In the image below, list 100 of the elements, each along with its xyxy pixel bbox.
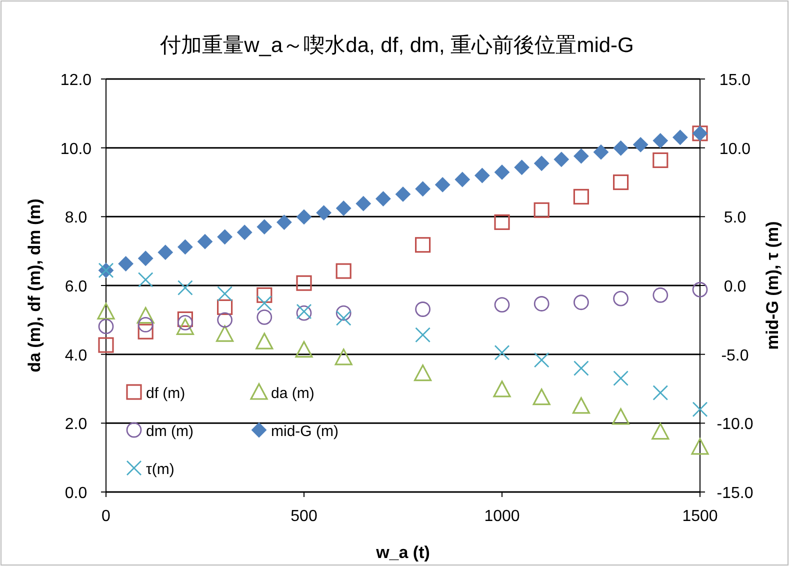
point	[594, 144, 608, 160]
point	[415, 302, 430, 317]
point	[296, 275, 312, 291]
y2-tick-label: 15.0	[719, 72, 751, 89]
point	[534, 202, 550, 218]
y2-tick-label: 0.0	[724, 278, 746, 296]
y2-tick-label: 5.0	[724, 210, 746, 227]
point	[494, 344, 510, 360]
point	[612, 408, 630, 425]
point	[572, 397, 590, 414]
y2-tick-label: -15.0	[716, 485, 754, 502]
point	[138, 317, 154, 332]
point	[652, 385, 668, 400]
legend-label: da (m)	[271, 385, 314, 402]
point	[494, 214, 510, 230]
point	[176, 318, 194, 335]
point	[494, 164, 510, 180]
point	[415, 327, 430, 343]
point	[316, 205, 332, 220]
y-tick-label: 2.0	[64, 416, 88, 434]
x-axis-title: w_a (t)	[375, 543, 430, 562]
point	[652, 152, 668, 168]
point	[514, 160, 530, 175]
point	[256, 309, 272, 325]
point	[334, 348, 352, 366]
legend-label: mid-G (m)	[271, 423, 338, 440]
y-tick-label: 4.0	[64, 347, 88, 364]
point	[296, 209, 312, 224]
point	[138, 250, 154, 266]
point	[276, 214, 292, 230]
point	[356, 196, 371, 212]
point	[177, 311, 193, 328]
point	[613, 290, 628, 306]
point	[336, 305, 352, 321]
point	[97, 302, 115, 320]
point	[217, 286, 232, 302]
point	[216, 325, 234, 342]
legend-label: dm (m)	[146, 423, 194, 440]
x-tick-label: 0	[102, 508, 111, 525]
point	[534, 156, 550, 171]
y2-axis-title: mid-G (m), τ (m)	[763, 221, 782, 350]
point	[613, 370, 628, 386]
point	[136, 306, 154, 324]
point	[692, 402, 708, 418]
point	[396, 186, 410, 202]
point	[158, 244, 173, 260]
point	[217, 229, 232, 244]
point	[534, 352, 550, 368]
point	[198, 234, 212, 250]
point	[652, 133, 668, 148]
point	[692, 282, 708, 298]
legend-label: τ(m)	[146, 461, 174, 478]
point	[217, 312, 232, 328]
point	[256, 219, 272, 234]
y2-tick-label: 10.0	[719, 140, 751, 158]
point	[532, 388, 550, 406]
point	[336, 263, 352, 279]
point	[652, 422, 670, 440]
point	[414, 364, 432, 382]
point	[633, 137, 648, 152]
x-tick-label: 500	[290, 508, 318, 525]
point	[256, 295, 272, 311]
point	[494, 297, 510, 312]
point	[534, 296, 550, 312]
point	[574, 148, 589, 164]
point	[454, 172, 470, 187]
point	[691, 438, 709, 455]
y-tick-label: 0.0	[64, 485, 88, 502]
point	[474, 168, 490, 184]
point	[435, 177, 450, 192]
point	[415, 181, 430, 196]
x-tick-label: 1000	[484, 508, 520, 525]
point	[237, 224, 252, 240]
point	[613, 174, 629, 190]
y-tick-label: 12.0	[60, 72, 92, 89]
point	[118, 256, 134, 272]
point	[178, 314, 193, 330]
point	[573, 188, 589, 205]
point	[217, 299, 233, 315]
chart-title: 付加重量w_a～喫水da, df, dm, 重心前後位置mid-G	[159, 34, 634, 57]
point	[574, 294, 589, 310]
point	[138, 272, 154, 288]
y-axis-title: da (m), df (m), dm (m)	[25, 198, 44, 372]
point	[613, 140, 628, 156]
point	[98, 318, 114, 334]
y-tick-label: 8.0	[64, 210, 88, 227]
point	[256, 287, 272, 303]
point	[138, 324, 154, 340]
point	[336, 200, 352, 216]
legend-label: df (m)	[146, 385, 186, 402]
point	[415, 237, 431, 253]
point	[672, 130, 688, 145]
point	[376, 191, 391, 206]
point	[256, 332, 274, 350]
point	[295, 341, 313, 358]
y-tick-label: 10.0	[60, 140, 92, 158]
point	[336, 310, 352, 326]
x-tick-label: 1500	[682, 508, 718, 525]
y2-tick-label: -10.0	[716, 416, 754, 434]
point	[554, 152, 569, 167]
